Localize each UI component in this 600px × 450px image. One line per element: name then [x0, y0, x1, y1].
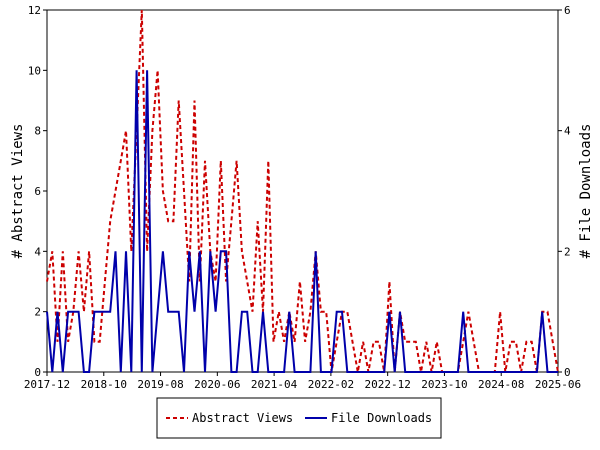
left-axis-title: # Abstract Views	[10, 124, 26, 259]
left-tick-label: 4	[34, 245, 41, 258]
legend-box	[156, 397, 442, 439]
x-tick-label: 2022-02	[308, 378, 354, 391]
x-tick-label: 2023-10	[421, 378, 467, 391]
left-tick-label: 8	[34, 125, 41, 138]
x-axis-ticks: 2017-12 2018-10 2019-08 2020-06 2021-04 2022-…	[24, 372, 581, 391]
right-axis-title: # File Downloads	[578, 124, 594, 259]
legend: Abstract Views File Downloads	[156, 397, 442, 439]
x-tick-label: 2025-06	[535, 378, 581, 391]
right-tick-label: 0	[564, 366, 571, 379]
x-tick-label: 2018-10	[81, 378, 127, 391]
left-tick-label: 6	[34, 185, 41, 198]
x-tick-label: 2021-04	[251, 378, 298, 391]
left-tick-label: 0	[34, 366, 41, 379]
left-axis-ticks: 0 2 4 6 8 10 12	[28, 4, 47, 379]
right-tick-label: 4	[564, 125, 571, 138]
left-tick-label: 10	[28, 64, 41, 77]
legend-label-abstract-views: Abstract Views	[192, 411, 293, 425]
right-tick-label: 6	[564, 4, 571, 17]
x-tick-label: 2024-08	[478, 378, 524, 391]
right-tick-label: 2	[564, 245, 571, 258]
series-line-file-downloads	[46, 70, 558, 373]
series-layer	[46, 9, 559, 373]
x-tick-label: 2019-08	[137, 378, 183, 391]
left-tick-label: 2	[34, 306, 41, 319]
legend-label-file-downloads: File Downloads	[331, 411, 432, 425]
right-axis-ticks: 0 2 4 6	[558, 4, 571, 379]
x-tick-label: 2020-06	[194, 378, 240, 391]
left-tick-label: 12	[28, 4, 41, 17]
x-tick-label: 2022-12	[364, 378, 410, 391]
x-tick-label: 2017-12	[24, 378, 70, 391]
series-line-abstract-views	[46, 9, 559, 373]
